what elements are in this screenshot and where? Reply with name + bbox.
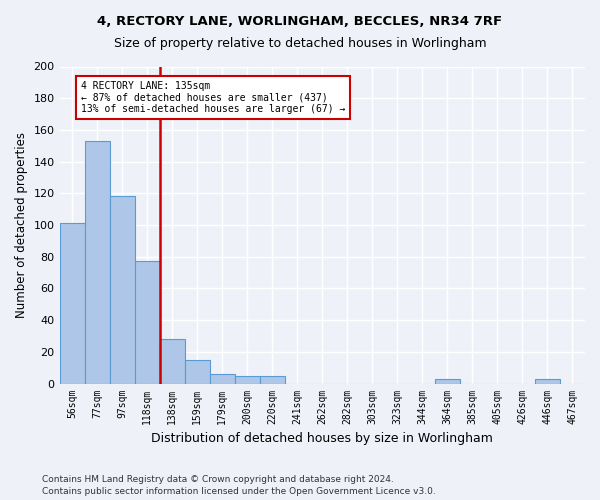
Bar	[110, 196, 134, 384]
Y-axis label: Number of detached properties: Number of detached properties	[15, 132, 28, 318]
X-axis label: Distribution of detached houses by size in Worlingham: Distribution of detached houses by size …	[151, 432, 493, 445]
Bar	[59, 224, 85, 384]
Text: 4 RECTORY LANE: 135sqm
← 87% of detached houses are smaller (437)
13% of semi-de: 4 RECTORY LANE: 135sqm ← 87% of detached…	[81, 81, 345, 114]
Bar	[535, 379, 560, 384]
Bar	[185, 360, 209, 384]
Text: Contains public sector information licensed under the Open Government Licence v3: Contains public sector information licen…	[42, 487, 436, 496]
Bar	[134, 262, 160, 384]
Bar	[209, 374, 235, 384]
Bar	[435, 379, 460, 384]
Text: Contains HM Land Registry data © Crown copyright and database right 2024.: Contains HM Land Registry data © Crown c…	[42, 475, 394, 484]
Bar	[85, 141, 110, 384]
Text: Size of property relative to detached houses in Worlingham: Size of property relative to detached ho…	[113, 38, 487, 51]
Bar	[260, 376, 285, 384]
Text: 4, RECTORY LANE, WORLINGHAM, BECCLES, NR34 7RF: 4, RECTORY LANE, WORLINGHAM, BECCLES, NR…	[97, 15, 503, 28]
Bar	[235, 376, 260, 384]
Bar	[160, 339, 185, 384]
